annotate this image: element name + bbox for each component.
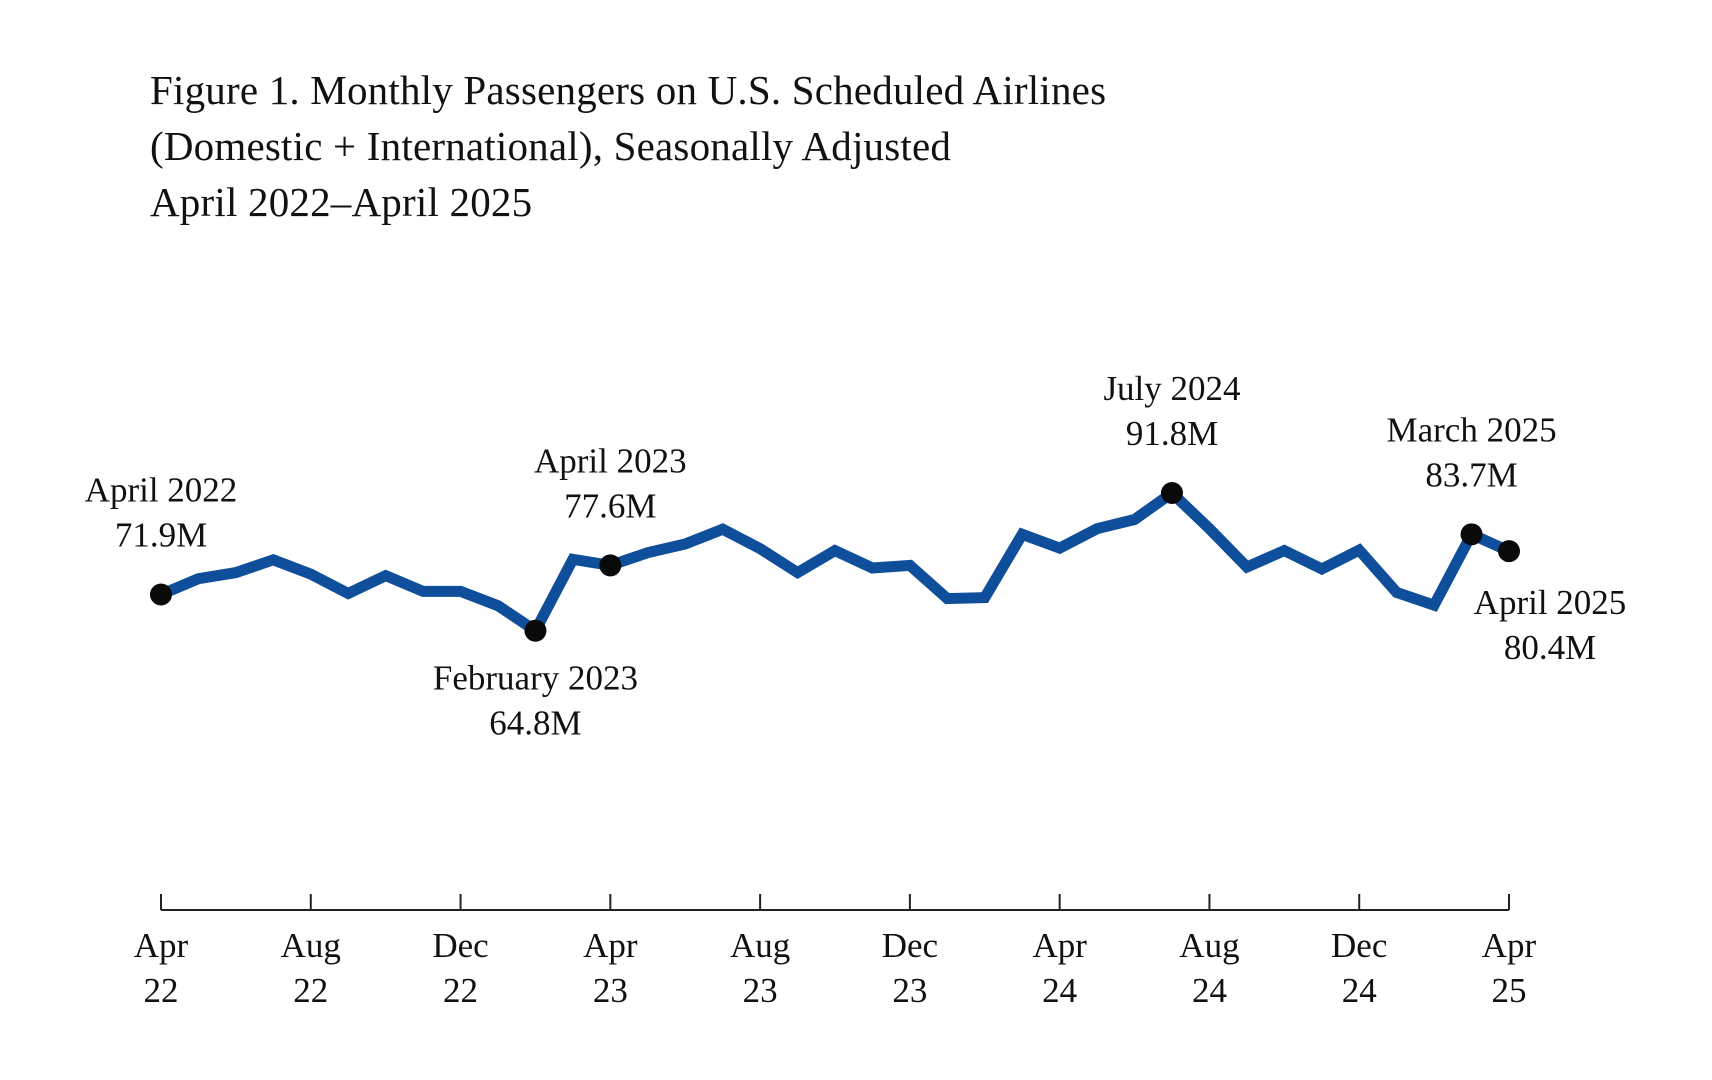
- annotation-april-2022: April 2022 71.9M: [85, 471, 238, 555]
- annotation-value: 83.7M: [1425, 455, 1517, 494]
- x-tick-label-month: Dec: [882, 926, 938, 965]
- annotation-labels: April 2022 71.9M February 2023 64.8M April 2…: [85, 369, 1627, 743]
- highlight-marker: [1161, 482, 1183, 505]
- x-tick-label-year: 23: [593, 971, 628, 1010]
- x-tick-label-month: Apr: [134, 926, 189, 965]
- x-tick-label-month: Apr: [1482, 926, 1537, 965]
- annotation-date: April 2022: [85, 471, 238, 510]
- x-tick-label-year: 25: [1492, 971, 1527, 1010]
- annotation-date: July 2024: [1103, 369, 1240, 408]
- x-tick-label-month: Aug: [1179, 926, 1239, 965]
- x-tick-label-year: 23: [892, 971, 927, 1010]
- highlight-marker: [599, 554, 622, 577]
- annotation-value: 91.8M: [1126, 414, 1218, 453]
- x-tick-label-year: 24: [1042, 971, 1077, 1010]
- annotation-value: 64.8M: [489, 704, 581, 743]
- x-tick-label-month: Aug: [281, 926, 341, 965]
- x-tick-label: Apr 25: [1482, 926, 1537, 1010]
- annotation-value: 71.9M: [115, 516, 207, 555]
- chart-title-line-1: Figure 1. Monthly Passengers on U.S. Sch…: [150, 67, 1107, 113]
- x-tick-label-year: 22: [443, 971, 478, 1010]
- highlight-marker: [150, 583, 172, 606]
- annotation-july-2024: July 2024 91.8M: [1103, 369, 1240, 453]
- x-tick-label: Aug 23: [730, 926, 790, 1010]
- x-tick-label-year: 24: [1342, 971, 1377, 1010]
- chart-title-line-3: April 2022–April 2025: [150, 179, 533, 225]
- x-tick-label-month: Apr: [583, 926, 638, 965]
- x-tick-label: Dec 22: [432, 926, 488, 1010]
- x-tick-label-year: 22: [293, 971, 328, 1010]
- x-axis: Apr 22 Aug 22 Dec 22 Apr 23 Aug 23 Dec 23 Apr 24 Aug 24…: [134, 894, 1537, 1010]
- x-tick-label: Aug 22: [281, 926, 341, 1010]
- series-line-group: [158, 485, 1512, 639]
- x-tick-label: Dec 23: [882, 926, 938, 1010]
- annotation-value: 80.4M: [1504, 628, 1596, 667]
- x-tick-label-month: Dec: [1331, 926, 1387, 965]
- x-tick-label-month: Aug: [730, 926, 790, 965]
- annotation-april-2023: April 2023 77.6M: [534, 441, 687, 525]
- annotation-march-2025: March 2025 83.7M: [1387, 410, 1557, 494]
- annotation-date: February 2023: [433, 659, 638, 698]
- annotation-date: March 2025: [1387, 410, 1557, 449]
- x-tick-label: Dec 24: [1331, 926, 1387, 1010]
- x-tick-label-month: Dec: [432, 926, 488, 965]
- chart-title-line-2: (Domestic + International), Seasonally A…: [150, 123, 952, 169]
- annotation-april-2025: April 2025 80.4M: [1474, 583, 1627, 667]
- x-tick-label: Aug 24: [1179, 926, 1239, 1010]
- highlight-marker: [1460, 523, 1483, 546]
- annotation-date: April 2023: [534, 441, 687, 480]
- highlight-marker: [524, 619, 547, 642]
- x-tick-label: Apr 22: [134, 926, 189, 1010]
- series-line: [158, 485, 1512, 639]
- x-tick-label-month: Apr: [1032, 926, 1087, 965]
- x-tick-label-year: 24: [1192, 971, 1227, 1010]
- annotation-value: 77.6M: [564, 486, 656, 525]
- x-tick-label: Apr 24: [1032, 926, 1087, 1010]
- x-tick-label-year: 23: [743, 971, 778, 1010]
- annotation-date: April 2025: [1474, 583, 1627, 622]
- x-tick-label: Apr 23: [583, 926, 638, 1010]
- highlight-marker: [1498, 540, 1520, 563]
- x-tick-label-year: 22: [144, 971, 179, 1010]
- chart-title: Figure 1. Monthly Passengers on U.S. Sch…: [150, 62, 1106, 230]
- annotation-february-2023: February 2023 64.8M: [433, 659, 638, 743]
- highlight-markers: [150, 482, 1520, 642]
